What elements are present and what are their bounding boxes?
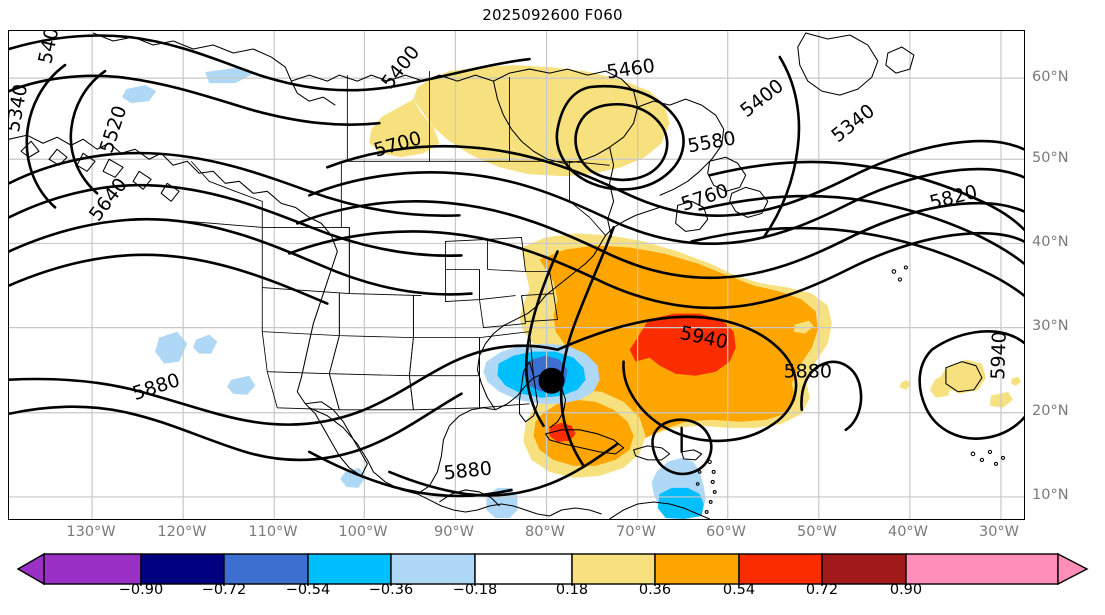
y-tick-label: 60°N	[1032, 69, 1069, 85]
colorbar-cell-8	[738, 553, 823, 585]
colorbar-tick-label: 0.18	[555, 582, 589, 598]
colorbar-cell-5	[474, 553, 573, 585]
colorbar-extend-high	[1057, 552, 1089, 586]
x-tick-label: 40°W	[887, 524, 929, 540]
x-tick-label: 70°W	[615, 524, 657, 540]
x-tick-label: 60°W	[705, 524, 747, 540]
colorbar-cell-6	[571, 553, 656, 585]
colorbar-extend-low	[16, 552, 45, 586]
shade-atlantic-small-warm-3	[1010, 376, 1021, 386]
shade-lake-patch-6	[340, 467, 366, 488]
colorbar-ticks	[140, 584, 907, 586]
colorbar-tick-label: 0.54	[722, 582, 756, 598]
y-tick-label: 50°N	[1032, 150, 1069, 166]
colorbar-tick-label: −0.36	[368, 582, 414, 598]
x-tick-label: 80°W	[524, 524, 566, 540]
colorbar-cell-1	[140, 553, 225, 585]
colorbar-cell-9	[821, 553, 907, 585]
colorbar-cell-4	[390, 553, 476, 585]
shade-atlantic-core-hot	[629, 313, 736, 376]
contour-label: 5880	[443, 457, 493, 484]
x-tick-label: 50°W	[796, 524, 838, 540]
y-tick-label: 20°N	[1032, 403, 1069, 419]
x-tick-label: 90°W	[433, 524, 475, 540]
contour-label: 5460	[605, 55, 656, 84]
y-tick-label: 10°N	[1032, 487, 1069, 503]
contour-label: 5580	[686, 127, 737, 157]
x-tick-label: 120°W	[157, 524, 207, 540]
colorbar-tick-label: −0.18	[452, 582, 498, 598]
shade-lake-patch-1	[122, 85, 157, 104]
colorbar-cell-0	[43, 553, 142, 585]
contour-label: 5820	[927, 181, 979, 214]
colorbar-tick-label: −0.54	[285, 582, 331, 598]
contour-label: 5400	[34, 31, 66, 66]
colorbar-tick-label: 0.36	[638, 582, 672, 598]
map-canvas: 5400 5340 5520 5640 5400 5460 5400 5340 …	[9, 31, 1024, 519]
shade-lake-patch-5	[227, 375, 256, 395]
contour-layer	[9, 34, 1024, 498]
colorbar-tick-label: −0.90	[118, 582, 164, 598]
shade-lake-patch-2	[205, 67, 255, 84]
shaded-anomaly-layer	[122, 65, 1021, 519]
y-tick-label: 40°N	[1032, 234, 1069, 250]
contour-label: 5400	[736, 75, 788, 122]
colorbar-tick-label: −0.72	[201, 582, 247, 598]
shade-lake-patch-4	[193, 334, 218, 354]
x-tick-label: 100°W	[338, 524, 388, 540]
contour-label: 5520	[95, 103, 131, 156]
page-title: 2025092600 F060	[482, 6, 623, 24]
x-tick-label: 110°W	[248, 524, 298, 540]
colorbar-tick-label: 0.90	[889, 582, 923, 598]
x-tick-label: 30°W	[978, 524, 1020, 540]
contour-label: 5880	[784, 361, 832, 383]
map-plot-area[interactable]: 5400 5340 5520 5640 5400 5460 5400 5340 …	[8, 30, 1025, 520]
colorbar-svg	[16, 552, 1089, 586]
storm-marker[interactable]	[538, 367, 565, 394]
map-gridlines	[9, 31, 1024, 519]
colorbar-tick-label: 0.72	[805, 582, 839, 598]
colorbar-cell-10	[905, 553, 1059, 585]
shade-great-lakes-warm	[369, 65, 670, 177]
colorbar[interactable]: −0.90 −0.72 −0.54 −0.36 −0.18 0.18 0.36 …	[8, 552, 1097, 612]
colorbar-cell-7	[654, 553, 740, 585]
contour-label: 5880	[130, 369, 183, 405]
contour-label: 5940	[987, 331, 1011, 380]
y-tick-label: 30°N	[1032, 318, 1069, 334]
x-tick-label: 130°W	[66, 524, 116, 540]
colorbar-cell-3	[307, 553, 392, 585]
colorbar-swatches	[16, 552, 1089, 586]
shade-lake-patch-3	[155, 331, 188, 364]
shade-atlantic-small-warm-2	[899, 379, 911, 390]
contour-label: 5340	[827, 100, 879, 147]
colorbar-cell-2	[223, 553, 309, 585]
